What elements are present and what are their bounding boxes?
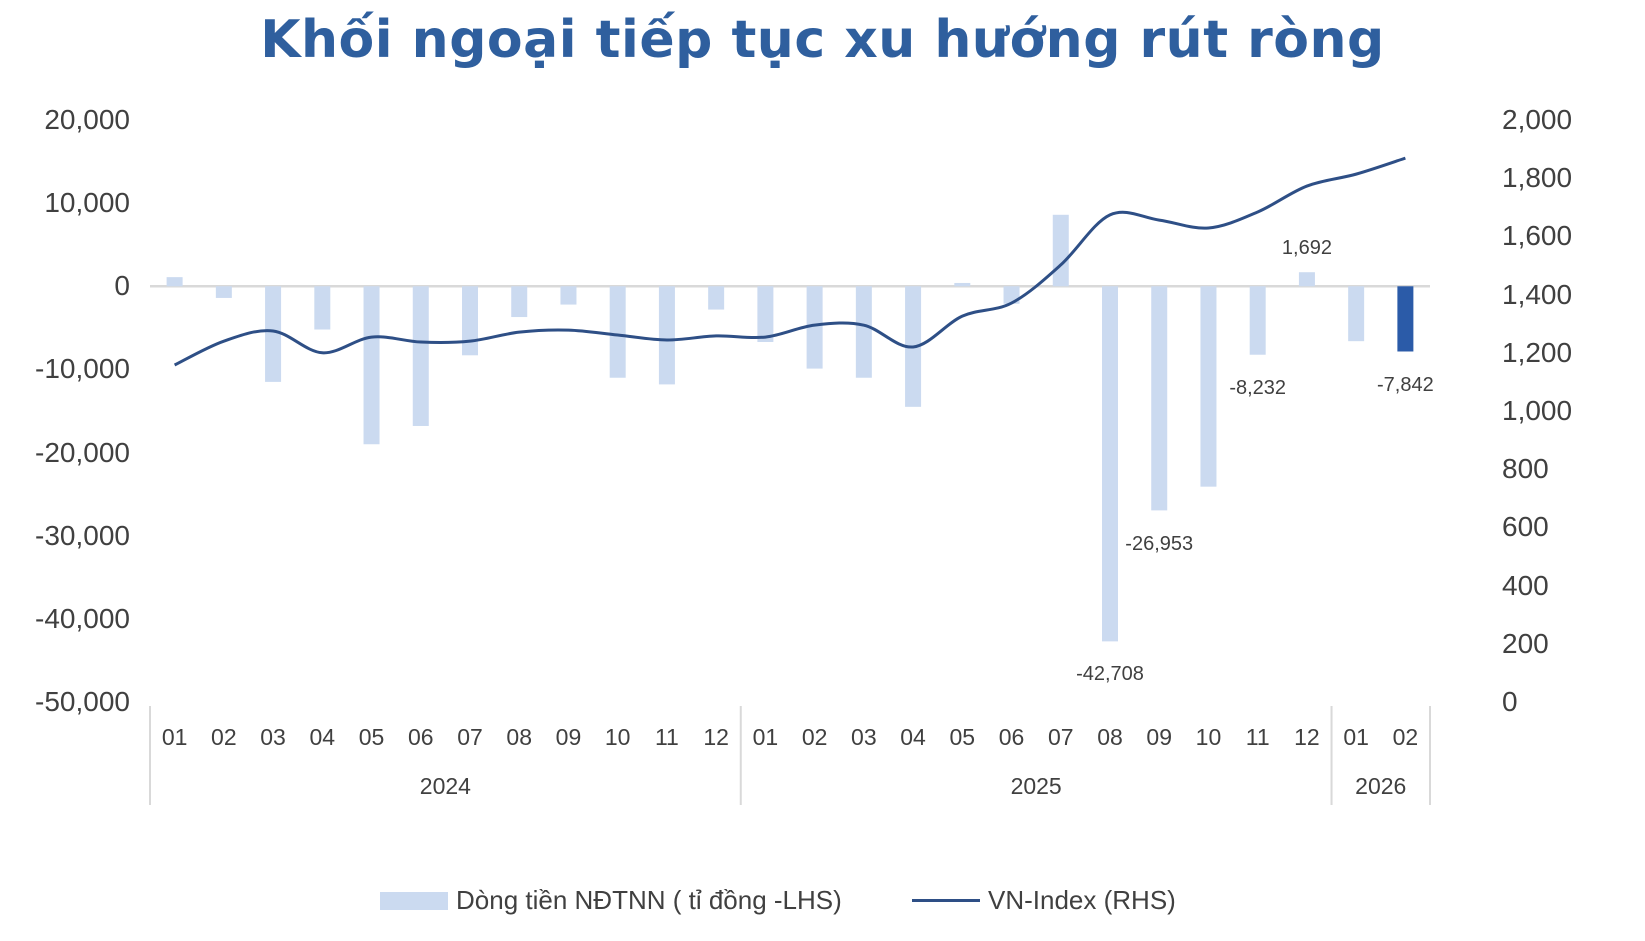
x-tick-label: 05: [359, 724, 385, 750]
x-tick-label: 08: [1097, 724, 1123, 750]
year-label: 2024: [420, 773, 471, 799]
x-tick-label: 02: [802, 724, 828, 750]
bar-swatch-icon: [380, 891, 448, 910]
bar: [1249, 286, 1266, 355]
left-axis-tick: 20,000: [44, 104, 130, 135]
bar: [1200, 286, 1217, 487]
bar: [1052, 214, 1069, 287]
x-tick-label: 02: [1393, 724, 1419, 750]
bar: [215, 286, 232, 298]
x-tick-label: 02: [211, 724, 237, 750]
left-axis-tick: 10,000: [44, 187, 130, 219]
x-tick-label: 01: [1343, 724, 1369, 750]
bar: [314, 286, 331, 330]
left-axis-tick: 0: [114, 270, 130, 302]
x-tick-label: 04: [310, 724, 336, 750]
bar: [1151, 286, 1168, 511]
x-tick-label: 07: [457, 724, 483, 750]
left-axis-tick: -30,000: [35, 519, 130, 551]
bar: [363, 286, 380, 445]
bar: [462, 286, 478, 356]
data-label: -7,842: [1377, 374, 1434, 396]
year-label: 2025: [1011, 773, 1062, 799]
bar: [855, 286, 872, 378]
x-tick-label: 08: [506, 724, 532, 750]
legend: Dòng tiền NĐTNN ( tỉ đồng -LHS) VN-Index…: [0, 885, 1645, 925]
legend-item-bar: Dòng tiền NĐTNN ( tỉ đồng -LHS): [380, 885, 842, 916]
bar: [1348, 286, 1365, 342]
bar: [708, 286, 725, 310]
x-tick-label: 03: [851, 724, 877, 750]
bar: [1397, 286, 1414, 352]
x-tick-label: 12: [703, 724, 729, 750]
right-axis-tick: 0: [1502, 686, 1518, 717]
x-tick-label: 12: [1294, 724, 1320, 750]
vn-index-line: [173, 156, 1406, 367]
right-axis-tick: 1,000: [1502, 395, 1573, 426]
x-tick-label: 06: [408, 724, 434, 750]
x-tick-label: 09: [1146, 724, 1172, 750]
data-label: -42,708: [1076, 663, 1144, 685]
x-tick-label: 05: [950, 724, 976, 750]
legend-line-label: VN-Index (RHS): [988, 885, 1176, 915]
x-tick-label: 10: [605, 724, 631, 750]
bar: [166, 277, 183, 287]
right-axis-tick: 400: [1502, 569, 1549, 601]
x-tick-label: 10: [1196, 724, 1222, 750]
bar: [560, 286, 577, 305]
chart-title: Khối ngoại tiếp tục xu hướng rút ròng: [260, 10, 1385, 70]
bar: [806, 286, 823, 369]
right-axis-tick: 1,200: [1502, 336, 1573, 368]
x-tick-label: 01: [162, 724, 188, 750]
bar: [511, 286, 528, 318]
line-swatch-icon: [912, 899, 980, 902]
x-tick-label: 03: [260, 724, 286, 750]
bar: [954, 282, 971, 287]
left-axis-tick: -10,000: [35, 353, 130, 385]
x-tick-label: 11: [1246, 724, 1270, 750]
x-tick-label: 09: [556, 724, 582, 750]
right-axis-tick: 1,800: [1502, 162, 1573, 194]
right-axis-tick: 600: [1502, 511, 1549, 543]
right-axis-tick: 1,600: [1502, 220, 1573, 252]
right-axis-tick: 2,000: [1502, 104, 1573, 135]
bar: [412, 286, 429, 426]
right-axis-tick: 200: [1502, 627, 1549, 659]
bar: [658, 286, 675, 385]
bar: [1102, 286, 1118, 642]
bar: [1298, 272, 1315, 287]
data-label: -26,953: [1125, 533, 1193, 555]
data-label: -8,232: [1229, 377, 1286, 399]
year-label: 2026: [1355, 773, 1406, 799]
left-axis-tick: -40,000: [35, 602, 130, 634]
legend-bar-label: Dòng tiền NĐTNN ( tỉ đồng -LHS): [456, 885, 842, 915]
x-tick-label: 01: [753, 724, 779, 750]
left-axis-tick: -50,000: [35, 686, 130, 717]
left-axis-tick: -20,000: [35, 436, 130, 468]
legend-item-line: VN-Index (RHS): [912, 885, 1176, 916]
x-tick-label: 11: [655, 724, 679, 750]
x-tick-label: 07: [1048, 724, 1074, 750]
x-tick-label: 04: [900, 724, 926, 750]
bar: [757, 286, 774, 342]
x-tick-label: 06: [999, 724, 1025, 750]
right-axis-tick: 1,400: [1502, 278, 1573, 310]
data-label: 1,692: [1282, 237, 1332, 259]
bar: [265, 286, 282, 382]
right-axis-tick: 800: [1502, 453, 1549, 485]
bar: [609, 286, 626, 378]
